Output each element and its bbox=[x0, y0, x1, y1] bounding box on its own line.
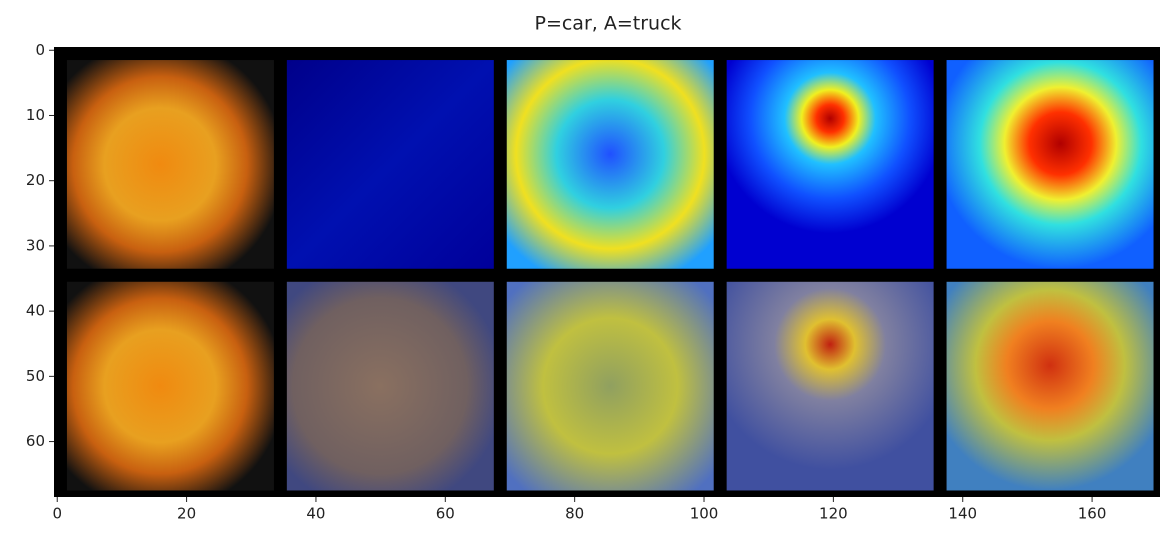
image-tile bbox=[66, 281, 274, 491]
image-tile bbox=[506, 60, 714, 269]
x-tick-label: 120 bbox=[819, 505, 848, 523]
image-tile bbox=[726, 281, 934, 491]
x-tick-label: 0 bbox=[52, 505, 62, 523]
x-tick-label: 80 bbox=[565, 505, 584, 523]
y-tick-label: 10 bbox=[26, 106, 45, 124]
x-tick-label: 60 bbox=[436, 505, 455, 523]
image-tile bbox=[286, 281, 494, 491]
x-tick-label: 160 bbox=[1078, 505, 1107, 523]
image-tile bbox=[286, 60, 494, 269]
x-tick-label: 140 bbox=[948, 505, 977, 523]
image-tile bbox=[946, 60, 1154, 269]
chart-title: P=car, A=truck bbox=[534, 13, 681, 35]
image-tile bbox=[66, 60, 274, 269]
image-tile bbox=[726, 60, 934, 269]
x-tick-label: 20 bbox=[177, 505, 196, 523]
x-tick-label: 40 bbox=[306, 505, 325, 523]
image-tile bbox=[506, 281, 714, 491]
y-tick-label: 40 bbox=[26, 302, 45, 320]
image-tile bbox=[946, 281, 1154, 491]
y-tick-label: 60 bbox=[26, 432, 45, 450]
x-tick-label: 100 bbox=[690, 505, 719, 523]
y-tick-label: 0 bbox=[35, 41, 45, 59]
y-tick-label: 20 bbox=[26, 171, 45, 189]
y-tick-label: 30 bbox=[26, 236, 45, 254]
y-tick-label: 50 bbox=[26, 367, 45, 385]
